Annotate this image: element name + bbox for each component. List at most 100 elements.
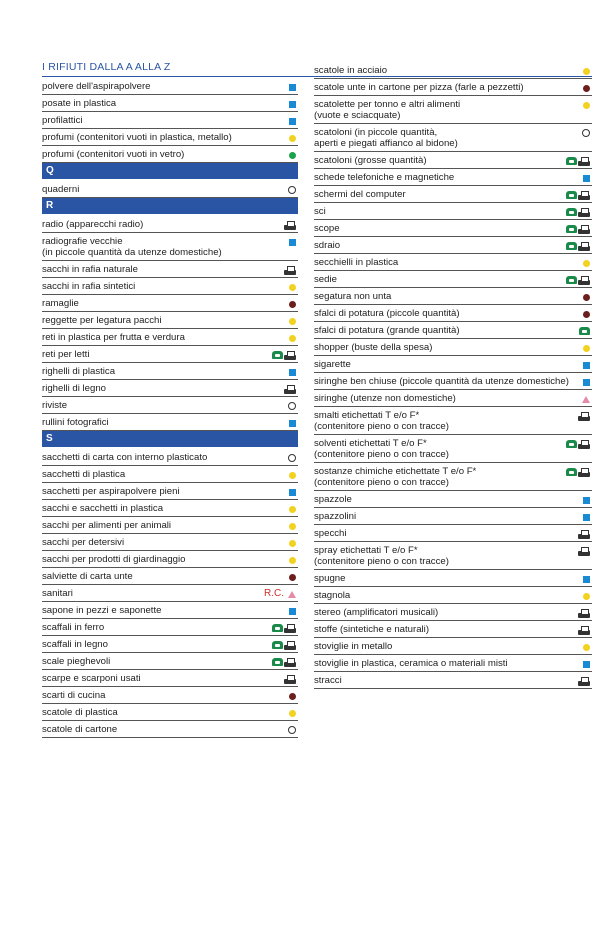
ecocenter-icon	[578, 275, 590, 285]
disposal-marks	[578, 625, 590, 635]
disposal-marks	[566, 467, 590, 477]
item-label: sacchi in rafia naturale	[42, 264, 138, 275]
list-item: schede telefoniche e magnetiche	[314, 169, 592, 186]
ecocenter-icon	[284, 350, 296, 360]
list-item: scarpe e scarponi usati	[42, 670, 298, 687]
yellow-dot-icon	[583, 344, 590, 352]
list-item: schermi del computer	[314, 186, 592, 203]
blue-square-icon	[289, 238, 296, 246]
disposal-marks	[583, 495, 590, 505]
section-header: S	[42, 431, 298, 447]
disposal-marks	[289, 708, 296, 718]
list-item: posate in plastica	[42, 95, 298, 112]
item-label: scatole in acciaio	[314, 65, 388, 76]
disposal-marks	[289, 316, 296, 326]
item-label: righelli di plastica	[42, 366, 116, 377]
item-label: sacchi per prodotti di giardinaggio	[42, 554, 186, 565]
disposal-marks	[583, 512, 590, 522]
list-item: sacchetti per aspirapolvere pieni	[42, 483, 298, 500]
item-label: smalti etichettati T e/o F* (contenitore…	[314, 410, 449, 432]
disposal-marks	[289, 99, 296, 109]
list-item: scatole in acciaio	[314, 62, 592, 79]
disposal-marks	[578, 546, 590, 556]
disposal-marks	[288, 725, 296, 735]
item-label: sacchetti per aspirapolvere pieni	[42, 486, 180, 497]
disposal-marks	[578, 529, 590, 539]
blue-square-icon	[289, 83, 296, 91]
disposal-marks	[578, 411, 590, 421]
disposal-marks	[566, 439, 590, 449]
list-item: specchi	[314, 525, 592, 542]
disposal-marks	[583, 292, 590, 302]
item-label: reti per letti	[42, 349, 90, 360]
blue-square-icon	[583, 174, 590, 182]
list-item: stagnola	[314, 587, 592, 604]
item-label: polvere dell'aspirapolvere	[42, 81, 151, 92]
item-label: sacchi in rafia sintetici	[42, 281, 136, 292]
disposal-marks	[289, 82, 296, 92]
list-item: sigarette	[314, 356, 592, 373]
disposal-marks	[566, 241, 590, 251]
list-item: scatole di plastica	[42, 704, 298, 721]
blue-square-icon	[289, 419, 296, 427]
yellow-dot-icon	[289, 709, 296, 717]
yellow-dot-icon	[289, 134, 296, 142]
disposal-marks	[566, 156, 590, 166]
list-item: radio (apparecchi radio)	[42, 216, 298, 233]
list-item: spazzolini	[314, 508, 592, 525]
disposal-marks	[583, 173, 590, 183]
page-title: I RIFIUTI DALLA A ALLA Z	[42, 60, 592, 77]
disposal-marks	[289, 487, 296, 497]
item-label: radiografie vecchie (in piccole quantità…	[42, 236, 222, 258]
list-item: sanitari R.C.	[42, 585, 298, 602]
list-item: scope	[314, 220, 592, 237]
disposal-marks	[566, 224, 590, 234]
list-item: scatoloni (grosse quantità)	[314, 152, 592, 169]
disposal-marks	[578, 676, 590, 686]
item-label: stoffe (sintetiche e naturali)	[314, 624, 430, 635]
yellow-dot-icon	[583, 67, 590, 75]
list-item: scale pieghevoli	[42, 653, 298, 670]
brown-dot-icon	[583, 310, 590, 318]
phone-icon	[566, 468, 577, 476]
item-label: spazzolini	[314, 511, 357, 522]
phone-icon	[566, 157, 577, 165]
phone-icon	[566, 208, 577, 216]
disposal-marks	[579, 326, 590, 336]
list-item: riviste	[42, 397, 298, 414]
list-item: reti in plastica per frutta e verdura	[42, 329, 298, 346]
item-label: stoviglie in metallo	[314, 641, 393, 652]
item-label: scarpe e scarponi usati	[42, 673, 141, 684]
disposal-marks	[288, 401, 296, 411]
item-label: sci	[314, 206, 326, 217]
item-label: scope	[314, 223, 340, 234]
item-label: segatura non unta	[314, 291, 392, 302]
yellow-dot-icon	[289, 334, 296, 342]
list-item: profumi (contenitori vuoti in plastica, …	[42, 129, 298, 146]
disposal-marks	[288, 453, 296, 463]
disposal-marks	[284, 674, 296, 684]
item-label: sdraio	[314, 240, 341, 251]
item-label: spazzole	[314, 494, 352, 505]
white-circle-icon	[288, 454, 296, 462]
disposal-marks	[566, 207, 590, 217]
ecocenter-icon	[578, 439, 590, 449]
item-label: righelli di legno	[42, 383, 106, 394]
list-item: profumi (contenitori vuoti in vetro)	[42, 146, 298, 163]
pink-triangle-icon	[582, 395, 590, 403]
item-label: scaffali in legno	[42, 639, 108, 650]
item-label: rullini fotografici	[42, 417, 109, 428]
item-label: scatoloni (in piccole quantità, aperti e…	[314, 127, 458, 149]
list-item: quaderni	[42, 181, 298, 198]
item-label: quaderni	[42, 184, 80, 195]
list-item: stoviglie in metallo	[314, 638, 592, 655]
list-item: siringhe (utenze non domestiche)	[314, 390, 592, 407]
disposal-marks	[583, 343, 590, 353]
list-item: scatolette per tonno e altri alimenti (v…	[314, 96, 592, 124]
disposal-marks	[289, 150, 296, 160]
item-label: reggette per legatura pacchi	[42, 315, 162, 326]
brown-dot-icon	[289, 692, 296, 700]
yellow-dot-icon	[583, 259, 590, 267]
blue-square-icon	[583, 378, 590, 386]
ecocenter-icon	[578, 546, 590, 556]
